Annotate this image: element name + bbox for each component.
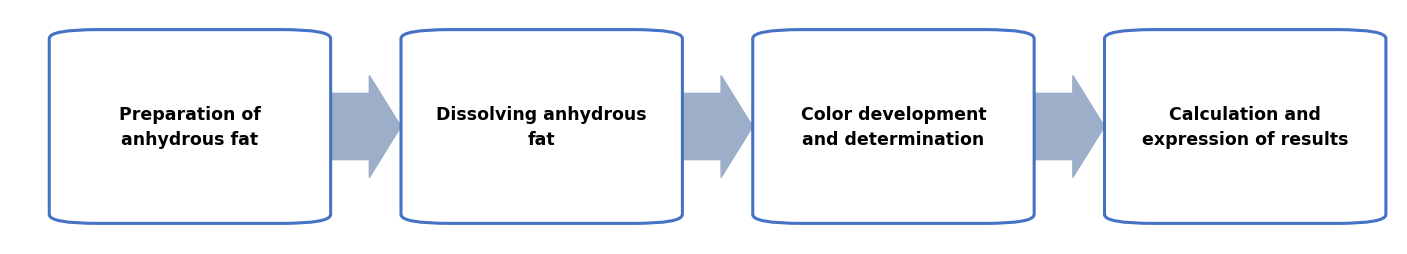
Polygon shape xyxy=(682,76,753,178)
FancyBboxPatch shape xyxy=(49,30,331,224)
FancyBboxPatch shape xyxy=(753,30,1034,224)
Polygon shape xyxy=(1034,76,1104,178)
Text: Color development
and determination: Color development and determination xyxy=(801,106,986,148)
FancyBboxPatch shape xyxy=(401,30,682,224)
Text: Preparation of
anhydrous fat: Preparation of anhydrous fat xyxy=(120,106,260,148)
FancyBboxPatch shape xyxy=(1104,30,1386,224)
Polygon shape xyxy=(331,76,401,178)
Text: Calculation and
expression of results: Calculation and expression of results xyxy=(1142,106,1348,148)
Text: Dissolving anhydrous
fat: Dissolving anhydrous fat xyxy=(436,106,647,148)
